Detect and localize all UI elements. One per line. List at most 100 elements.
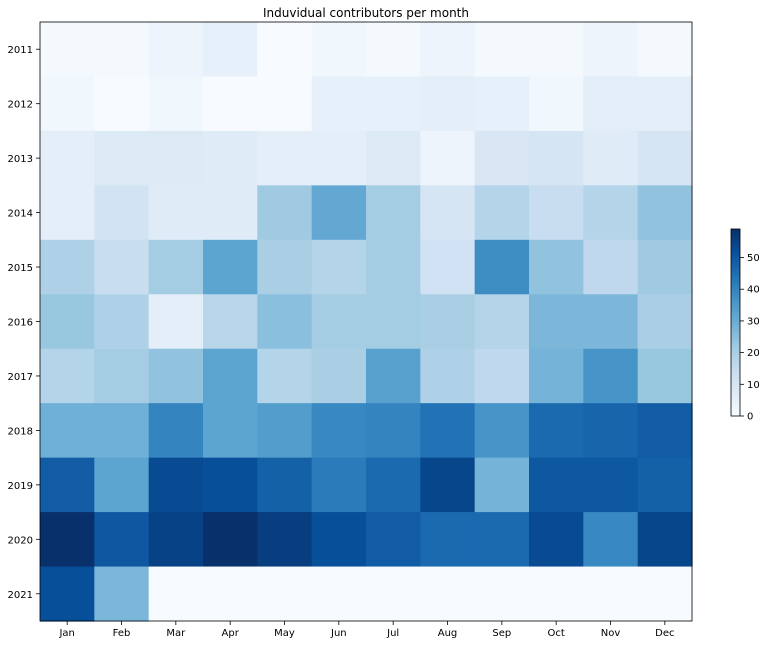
- cell-2014-Nov: [583, 185, 639, 241]
- cell-2014-Jan: [40, 185, 95, 241]
- cell-2014-Feb: [94, 185, 150, 241]
- cell-2018-Jul: [366, 403, 421, 459]
- cell-2015-Feb: [94, 239, 150, 295]
- cell-2013-Sep: [474, 130, 530, 186]
- cell-2013-Jul: [366, 130, 421, 186]
- cell-2012-Feb: [94, 76, 150, 132]
- cell-2018-Dec: [637, 403, 693, 459]
- cell-2016-Nov: [583, 294, 639, 350]
- cell-2019-Mar: [148, 457, 204, 513]
- cell-2019-Jul: [366, 457, 421, 513]
- cell-2017-May: [257, 348, 313, 404]
- cell-2019-May: [257, 457, 313, 513]
- cell-2011-Sep: [474, 22, 530, 78]
- colorbar-gradient: [731, 229, 740, 416]
- x-tick-label-may: May: [274, 628, 295, 639]
- y-tick-label-2016: 2016: [8, 318, 33, 329]
- cell-2021-Feb: [94, 566, 150, 622]
- cell-2020-May: [257, 512, 313, 568]
- cell-2015-Sep: [474, 239, 530, 295]
- cell-2012-Oct: [529, 76, 584, 132]
- cell-2015-Aug: [420, 239, 476, 295]
- colorbar-frame: [730, 228, 741, 417]
- cell-2021-Dec: [637, 566, 693, 622]
- cell-2019-Oct: [529, 457, 584, 513]
- cell-2017-Sep: [474, 348, 530, 404]
- cell-2015-Mar: [148, 239, 204, 295]
- cell-2012-Nov: [583, 76, 639, 132]
- cell-2018-Nov: [583, 403, 639, 459]
- cell-2014-Dec: [637, 185, 693, 241]
- cell-2020-Feb: [94, 512, 150, 568]
- cell-2014-Jul: [366, 185, 421, 241]
- cell-2018-May: [257, 403, 313, 459]
- cell-2018-Feb: [94, 403, 150, 459]
- x-axis: Jan Feb Mar Apr May Jun Jul Aug Sep Oct Nov Dec: [58, 621, 675, 639]
- cell-2013-Feb: [94, 130, 150, 186]
- cell-2019-Apr: [203, 457, 258, 513]
- cell-2013-May: [257, 130, 313, 186]
- x-tick-label-nov: Nov: [601, 628, 621, 639]
- cell-2011-Oct: [529, 22, 584, 78]
- cell-2012-Sep: [474, 76, 530, 132]
- cell-2012-Jul: [366, 76, 421, 132]
- cell-2016-Jan: [40, 294, 95, 350]
- y-tick-label-2021: 2021: [8, 590, 33, 601]
- x-tick-label-feb: Feb: [113, 628, 131, 639]
- cell-2017-Jul: [366, 348, 421, 404]
- x-tick-label-mar: Mar: [166, 628, 186, 639]
- cell-2013-Dec: [637, 130, 693, 186]
- heatmap-cells: [40, 22, 693, 622]
- cell-2019-Feb: [94, 457, 150, 513]
- cell-2016-Oct: [529, 294, 584, 350]
- cell-2017-Oct: [529, 348, 584, 404]
- cell-2011-Jul: [366, 22, 421, 78]
- cell-2020-Jan: [40, 512, 95, 568]
- cell-2013-Mar: [148, 130, 204, 186]
- cell-2021-Nov: [583, 566, 639, 622]
- cell-2016-Jul: [366, 294, 421, 350]
- x-tick-label-jan: Jan: [58, 628, 74, 639]
- cell-2013-Jun: [311, 130, 367, 186]
- cell-2020-Aug: [420, 512, 476, 568]
- cell-2021-Apr: [203, 566, 258, 622]
- cell-2018-Mar: [148, 403, 204, 459]
- y-tick-label-2015: 2015: [8, 263, 33, 274]
- x-tick-label-aug: Aug: [438, 628, 458, 639]
- cell-2013-Aug: [420, 130, 476, 186]
- cell-2013-Apr: [203, 130, 258, 186]
- cell-2012-Jan: [40, 76, 95, 132]
- cell-2018-Jan: [40, 403, 95, 459]
- y-tick-label-2018: 2018: [8, 426, 33, 437]
- cell-2014-May: [257, 185, 313, 241]
- cell-2020-Jul: [366, 512, 421, 568]
- cell-2012-Apr: [203, 76, 258, 132]
- cell-2019-Jun: [311, 457, 367, 513]
- cell-2019-Dec: [637, 457, 693, 513]
- cell-2019-Sep: [474, 457, 530, 513]
- colorbar-tick-label-0: 0: [747, 412, 753, 423]
- cell-2017-Mar: [148, 348, 204, 404]
- cell-2018-Oct: [529, 403, 584, 459]
- x-tick-label-dec: Dec: [655, 628, 674, 639]
- cell-2017-Jun: [311, 348, 367, 404]
- x-tick-label-apr: Apr: [222, 628, 240, 639]
- cell-2020-Jun: [311, 512, 367, 568]
- y-tick-label-2011: 2011: [8, 45, 33, 56]
- cell-2021-Mar: [148, 566, 204, 622]
- cell-2020-Nov: [583, 512, 639, 568]
- colorbar-tick-label-50: 50: [747, 253, 760, 264]
- cell-2013-Oct: [529, 130, 584, 186]
- cell-2017-Dec: [637, 348, 693, 404]
- cell-2017-Feb: [94, 348, 150, 404]
- cell-2020-Apr: [203, 512, 258, 568]
- cell-2020-Mar: [148, 512, 204, 568]
- cell-2014-Apr: [203, 185, 258, 241]
- y-tick-label-2019: 2019: [8, 481, 33, 492]
- cell-2016-May: [257, 294, 313, 350]
- colorbar-tick-label-20: 20: [747, 348, 760, 359]
- cell-2011-Nov: [583, 22, 639, 78]
- cell-2013-Jan: [40, 130, 95, 186]
- cell-2021-May: [257, 566, 313, 622]
